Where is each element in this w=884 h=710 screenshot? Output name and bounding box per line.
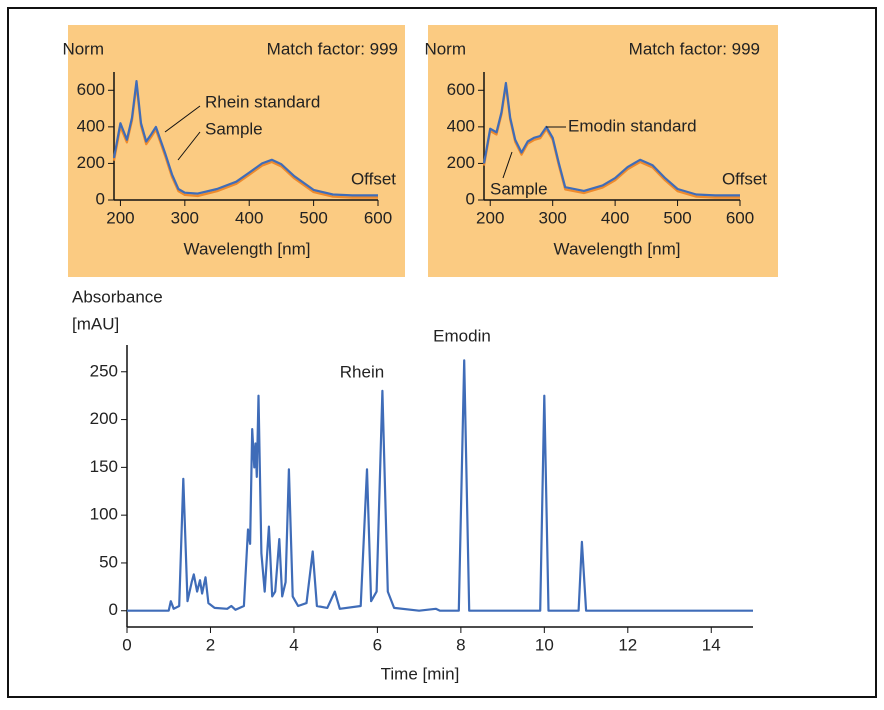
series-label: Sample — [490, 179, 548, 198]
x-tick-label: 500 — [299, 208, 327, 227]
x-tick-label: 600 — [364, 208, 392, 227]
x-tick-label: 200 — [476, 208, 504, 227]
x-tick-label: 4 — [289, 635, 298, 654]
series-label: Emodin standard — [568, 116, 697, 135]
y-tick-label: 250 — [90, 361, 118, 380]
series-label: Rhein standard — [205, 92, 320, 111]
panel — [68, 25, 405, 277]
y-tick-label: 400 — [77, 116, 105, 135]
y-tick-label: 600 — [77, 80, 105, 99]
y-tick-label: 100 — [90, 505, 118, 524]
x-tick-label: 12 — [618, 635, 637, 654]
x-tick-label: 400 — [601, 208, 629, 227]
data-line — [127, 359, 753, 612]
x-tick-label: 8 — [456, 635, 465, 654]
y-axis-label: Absorbance — [72, 287, 163, 306]
x-tick-label: 2 — [206, 635, 215, 654]
annotation: Match factor: 999 — [629, 39, 760, 58]
data-line — [112, 80, 378, 197]
x-tick-label: 300 — [538, 208, 566, 227]
y-tick-label: 200 — [77, 153, 105, 172]
y-tick-label: 0 — [109, 600, 118, 619]
y-tick-label: 600 — [447, 80, 475, 99]
annotation: Rhein — [340, 362, 384, 381]
y-tick-label: 200 — [90, 409, 118, 428]
x-tick-label: 6 — [373, 635, 382, 654]
y-tick-label: 0 — [466, 189, 475, 208]
y-tick-label: 400 — [447, 116, 475, 135]
y-tick-label: 150 — [90, 457, 118, 476]
x-tick-label: 600 — [726, 208, 754, 227]
x-tick-label: 200 — [106, 208, 134, 227]
y-axis-label: Norm — [62, 39, 104, 58]
data-line — [482, 81, 740, 197]
y-tick-label: 0 — [96, 189, 105, 208]
x-tick-label: 14 — [702, 635, 721, 654]
x-axis-label: Time [min] — [381, 664, 460, 683]
x-axis-label: Wavelength [nm] — [554, 239, 681, 258]
y-tick-label: 50 — [99, 552, 118, 571]
annotation: Emodin — [433, 326, 491, 345]
y-axis-label: Norm — [424, 39, 466, 58]
leader-line — [164, 105, 201, 133]
x-tick-label: 300 — [171, 208, 199, 227]
annotation: Offset — [351, 169, 396, 188]
x-axis-label: Wavelength [nm] — [184, 239, 311, 258]
y-axis-label: [mAU] — [72, 314, 119, 333]
x-tick-label: 400 — [235, 208, 263, 227]
annotation: Match factor: 999 — [267, 39, 398, 58]
x-tick-label: 0 — [122, 635, 131, 654]
x-tick-label: 10 — [535, 635, 554, 654]
leader-line — [502, 151, 513, 179]
y-tick-label: 200 — [447, 153, 475, 172]
leader-line — [177, 131, 201, 161]
annotation: Offset — [722, 169, 767, 188]
series-label: Sample — [205, 119, 263, 138]
x-tick-label: 500 — [663, 208, 691, 227]
